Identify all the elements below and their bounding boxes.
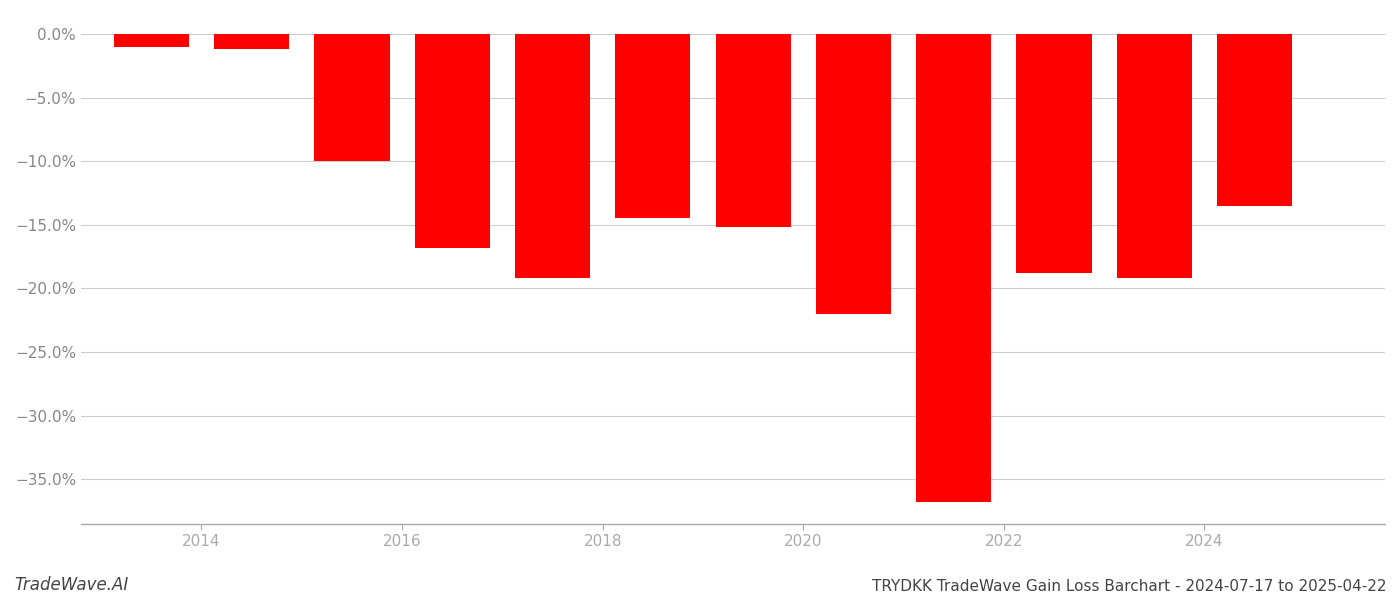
Bar: [715, 34, 791, 227]
Bar: [214, 34, 290, 49]
Bar: [1217, 34, 1292, 206]
Bar: [816, 34, 890, 314]
Bar: [1016, 34, 1092, 273]
Bar: [515, 34, 591, 278]
Text: TradeWave.AI: TradeWave.AI: [14, 576, 129, 594]
Bar: [1117, 34, 1191, 278]
Bar: [615, 34, 690, 218]
Bar: [414, 34, 490, 248]
Bar: [916, 34, 991, 502]
Bar: [113, 34, 189, 47]
Bar: [315, 34, 389, 161]
Text: TRYDKK TradeWave Gain Loss Barchart - 2024-07-17 to 2025-04-22: TRYDKK TradeWave Gain Loss Barchart - 20…: [871, 579, 1386, 594]
